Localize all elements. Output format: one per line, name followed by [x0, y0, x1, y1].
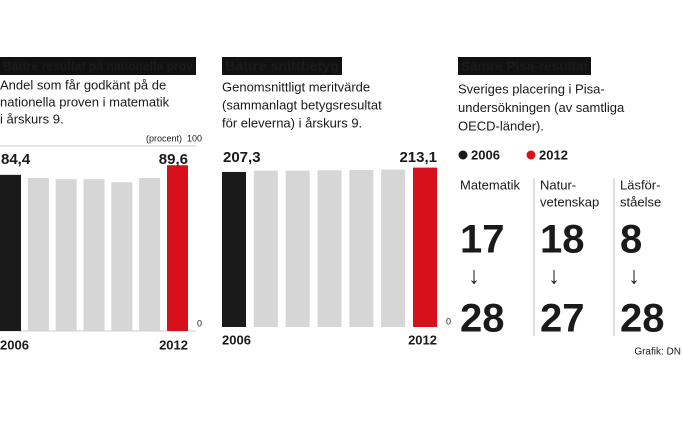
legend-label: 2012: [539, 147, 568, 162]
subject-name: Läsför-: [620, 177, 660, 192]
value-label: 213,1: [399, 149, 437, 166]
bar: [381, 169, 406, 327]
subtitle: Genomsnittligt meritvärde: [222, 79, 370, 94]
value-label: 207,3: [223, 149, 261, 166]
rank-2006: 17: [460, 218, 505, 262]
bar: [413, 167, 437, 327]
panel-title: Sämre Pisa-resultat: [461, 59, 589, 73]
subject-name: Natur-: [540, 177, 576, 192]
y-tick-label: 100: [187, 133, 202, 143]
panel-text: Sveriges placering i Pisa-: [458, 81, 605, 96]
legend-marker: [458, 150, 468, 160]
bar: [0, 174, 21, 331]
subject-name: Matematik: [460, 177, 520, 192]
bar: [139, 178, 161, 331]
panel-text: undersökningen (av samtliga: [458, 100, 625, 115]
subject-name: vetenskap: [540, 194, 599, 209]
arrow: ↓: [468, 262, 480, 289]
x-tick-label: 2006: [0, 337, 29, 352]
subtitle: för eleverna) i årskurs 9.: [222, 115, 362, 130]
arrow: ↓: [628, 262, 640, 289]
subject-name: ståelse: [620, 194, 661, 209]
rank-2012: 27: [540, 297, 585, 341]
bar: [55, 179, 77, 331]
bar: [83, 179, 105, 331]
x-tick-label: 2006: [222, 332, 251, 347]
panel-title: Bättre resultat på nationella prov: [3, 59, 193, 73]
title-box: [0, 57, 196, 75]
legend-label: 2006: [471, 147, 500, 162]
x-tick-label: 2012: [159, 337, 188, 352]
bar: [167, 165, 188, 331]
bar: [222, 171, 246, 327]
subtitle: nationella proven i matematik: [0, 94, 170, 109]
bar: [349, 169, 374, 327]
x-tick-label: 2012: [408, 332, 437, 347]
rank-2006: 18: [540, 218, 585, 262]
bar: [317, 170, 342, 327]
subtitle: (sammanlagt betygsresultat: [222, 97, 382, 112]
y-tick-label: 0: [197, 318, 202, 328]
panel-text: OECD-länder).: [458, 118, 544, 133]
y-tick-label: 0: [446, 316, 451, 326]
subtitle: Andel som får godkänt på de: [0, 77, 166, 92]
rank-2012: 28: [620, 297, 665, 341]
bar: [111, 182, 133, 331]
bar: [253, 170, 278, 327]
value-label: 84,4: [1, 151, 31, 168]
panel-title: Bättre snittbetyg: [225, 59, 339, 73]
value-label: 89,6: [159, 151, 188, 168]
title-box: [222, 57, 342, 75]
title-box: [458, 57, 591, 75]
subtitle: i årskurs 9.: [0, 111, 64, 126]
bar: [27, 178, 49, 331]
credit: Grafik: DN: [634, 347, 681, 358]
y-axis-label: (procent): [146, 133, 182, 143]
rank-2012: 28: [460, 297, 505, 341]
legend-marker: [526, 150, 536, 160]
rank-2006: 8: [620, 218, 642, 262]
arrow: ↓: [548, 262, 560, 289]
bar: [285, 170, 310, 327]
